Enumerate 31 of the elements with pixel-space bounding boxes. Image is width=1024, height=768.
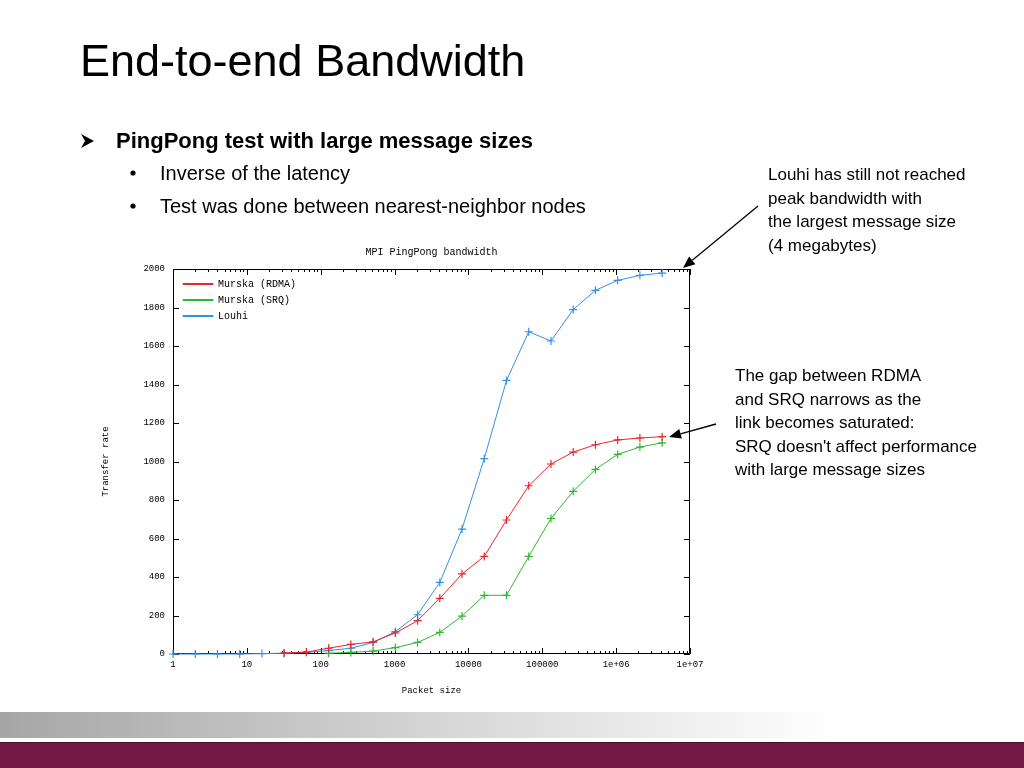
y-tick-label: 1200 (143, 418, 165, 429)
x-tick-label: 100 (312, 659, 329, 670)
chart-title: End-to-end Bandwidth (80, 34, 526, 88)
x-tick-label: 1 (170, 659, 176, 670)
text: Test was done between nearest-neighbor nodes (160, 194, 586, 218)
x-tick-label: 100000 (526, 659, 559, 670)
y-tick-label: 0 (159, 649, 165, 660)
text: The gap between RDMA and SRQ narrows as the link becomes saturated: SRQ doesn't affect performance with large message sizes (735, 365, 978, 481)
x-tick-label: 1e+06 (602, 659, 630, 670)
text: Louhi has still not reached peak bandwidth with the largest message size (4 megabytes) (768, 164, 966, 257)
x-tick-label: 1e+07 (676, 659, 704, 670)
y-tick-label: 2000 (143, 264, 165, 275)
legend-label: Murska (SRQ) (218, 294, 291, 306)
y-tick-label: 1400 (143, 379, 165, 390)
y-tick-label: 1800 (143, 302, 165, 313)
legend-label: Louhi (218, 310, 249, 322)
x-tick-label: 10000 (454, 659, 482, 670)
text: Inverse of the latency (160, 161, 351, 185)
x-tick-label: 10 (241, 659, 253, 670)
text: PingPong test with large message sizes (116, 128, 533, 154)
chart-subtitle: MPI PingPong bandwidth (365, 246, 498, 258)
y-tick-label: 1000 (143, 456, 165, 467)
y-tick-label: 200 (148, 610, 165, 621)
x-axis-title: Packet size (401, 685, 462, 696)
y-tick-label: 1600 (143, 341, 165, 352)
x-tick-label: 1000 (383, 659, 406, 670)
y-tick-label: 600 (148, 533, 165, 544)
legend-label: Murska (RDMA) (218, 278, 297, 290)
y-tick-label: 400 (148, 572, 165, 583)
y-axis-title: Transfer rate (100, 426, 111, 497)
y-tick-label: 800 (148, 495, 165, 506)
